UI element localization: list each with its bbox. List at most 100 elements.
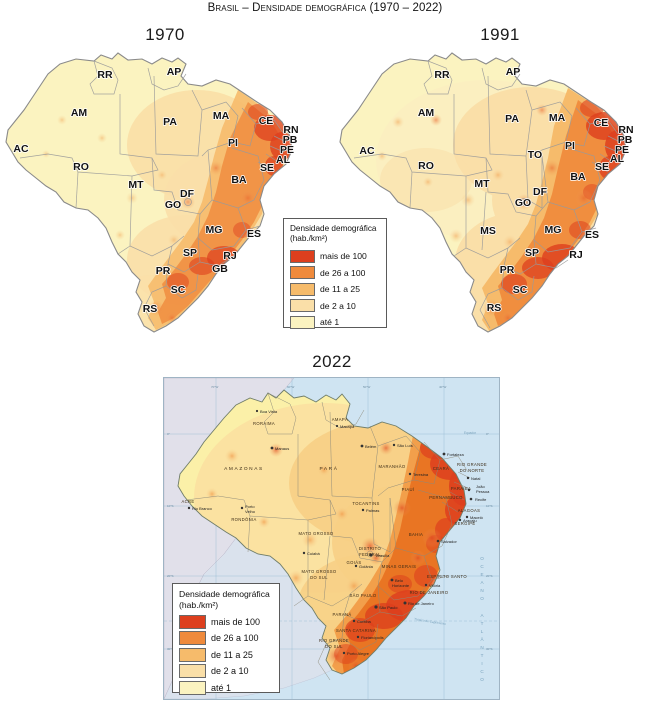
state-code-ma: MA bbox=[549, 112, 566, 124]
state-code-rr: RR bbox=[97, 69, 113, 81]
state-name-ceará: CEARÁ bbox=[433, 466, 449, 471]
legend-label-5: até 1 bbox=[211, 682, 232, 693]
ocean-label-letter: I bbox=[481, 661, 482, 666]
state-code-am: AM bbox=[418, 107, 435, 119]
state-code-rs: RS bbox=[143, 303, 158, 315]
state-name-pará: PARÁ bbox=[319, 465, 338, 472]
legend-title: Densidade demográfica (hab./km²) bbox=[179, 589, 273, 610]
state-code-rj: RJ bbox=[569, 249, 583, 261]
state-code-se: SE bbox=[595, 161, 609, 173]
state-code-to: TO bbox=[528, 149, 542, 161]
state-code-ap: AP bbox=[167, 66, 182, 78]
state-name-paraíba: PARAÍBA bbox=[451, 486, 471, 491]
map-1991-outline bbox=[339, 52, 627, 333]
state-code-ac: AC bbox=[13, 143, 29, 155]
city-name-natal: Natal bbox=[471, 476, 480, 481]
map-year-caption-1970: 1970 bbox=[145, 25, 185, 44]
legend-row: de 2 a 10 bbox=[290, 298, 380, 313]
state-code-rj: RJ bbox=[223, 250, 237, 262]
graticule-label-5: 10°S bbox=[167, 504, 174, 508]
ocean-label-letter: A bbox=[480, 613, 484, 618]
state-name-mato-grosso: MATO GROSSO bbox=[301, 569, 336, 574]
state-name-acre: ACRE bbox=[181, 499, 194, 504]
state-code-sp: SP bbox=[183, 247, 197, 259]
legend-label-4: de 2 a 10 bbox=[211, 666, 249, 677]
state-name-do-sul: DO SUL bbox=[310, 575, 328, 580]
ocean-label-letter: T bbox=[481, 621, 484, 626]
state-code-go: GO bbox=[515, 197, 531, 209]
state-code-am: AM bbox=[71, 107, 88, 119]
state-name-piauí: PIAUÍ bbox=[402, 487, 415, 492]
city-name-curitiba: Curitiba bbox=[357, 619, 372, 624]
legend-label-2: de 26 a 100 bbox=[320, 267, 366, 278]
graticule-label-0: 70°W bbox=[211, 385, 219, 389]
city-name-cuiabá: Cuiabá bbox=[307, 551, 320, 556]
state-name-minas-gerais: MINAS GERAIS bbox=[382, 564, 416, 569]
city-name-salvador: Salvador bbox=[441, 539, 457, 544]
state-name-paraná: PARANÁ bbox=[332, 612, 351, 617]
legend-swatch-1 bbox=[179, 614, 206, 629]
state-code-go: GO bbox=[165, 199, 181, 211]
state-code-rr: RR bbox=[434, 69, 450, 81]
state-code-es: ES bbox=[247, 228, 261, 240]
state-code-sp: SP bbox=[525, 247, 539, 259]
page-title: Brasil – Densidade demográfica (1970 – 2… bbox=[207, 2, 443, 14]
map-2022-state-borders bbox=[185, 392, 471, 681]
map-2022-city-names: Boa Vista Macapá Manaus Belém São Luís Fortal… bbox=[192, 409, 490, 656]
city-name-são-paulo: São Paulo bbox=[379, 605, 398, 610]
city-name-palmas: Palmas bbox=[366, 508, 379, 513]
legend-swatch-5 bbox=[179, 680, 206, 695]
city-name-porto-alegre: Porto Alegre bbox=[347, 651, 370, 656]
state-name-rio-de-janeiro: RIO DE JANEIRO bbox=[410, 590, 449, 595]
ocean-label-letter: C bbox=[480, 564, 484, 569]
ocean-label-letter: O bbox=[480, 556, 484, 561]
city-name-florianópolis: Florianópolis bbox=[361, 635, 384, 640]
city-name-aracaju: Aracaju bbox=[463, 518, 477, 523]
legend-swatch-4 bbox=[290, 299, 315, 312]
legend-label-3: de 11 a 25 bbox=[211, 649, 253, 660]
state-name-amapá: AMAPÁ bbox=[332, 417, 348, 422]
ocean-label-letter: C bbox=[480, 669, 484, 674]
map-brazil-2022: RORAIMA AMAPÁ AMAZONAS PARÁ MARANHÃO CEARÁ RIO… bbox=[163, 377, 500, 700]
state-code-rs: RS bbox=[487, 302, 502, 314]
legend-title-line1: Densidade demográfica bbox=[290, 224, 377, 233]
state-code-pb: PB bbox=[283, 134, 298, 146]
state-code-al: AL bbox=[276, 154, 291, 166]
city-name-são-luís: São Luís bbox=[397, 443, 413, 448]
legend-title-line2: (hab./km²) bbox=[179, 599, 219, 610]
city-name-rio-de-janeiro: Rio de Janeiro bbox=[408, 601, 435, 606]
legend-label-4: de 2 a 10 bbox=[320, 300, 356, 311]
state-name-maranhão: MARANHÃO bbox=[379, 464, 406, 469]
map-2022-line-labels: Equador Trópico de Capricórnio bbox=[414, 431, 477, 626]
ocean-label-letter: A bbox=[480, 580, 484, 585]
graticule-label-2: 50°W bbox=[363, 385, 371, 389]
map-brazil-1970: RR AP AM PA MA CE RN PB PE AL SE AC RO PI BA MT DF GO MG ES… bbox=[2, 50, 302, 340]
legend-swatch-5 bbox=[290, 315, 315, 329]
line-label-equador: Equador bbox=[464, 431, 477, 435]
city-name-brasília: Brasília bbox=[376, 553, 390, 558]
state-code-pi: PI bbox=[228, 137, 238, 149]
legend-swatch-3 bbox=[290, 282, 315, 296]
capital-city-dots bbox=[187, 409, 473, 655]
state-name-tocantins: TOCANTINS bbox=[352, 501, 379, 506]
legend-row: de 11 a 25 bbox=[290, 282, 380, 297]
legend-swatch-1 bbox=[290, 249, 315, 263]
state-code-ms: MS bbox=[480, 225, 496, 237]
map-2022-outline bbox=[177, 389, 467, 675]
state-code-ac: AC bbox=[359, 145, 375, 157]
city-name-goiânia: Goiânia bbox=[359, 564, 374, 569]
ocean-label-letter: N bbox=[480, 588, 483, 593]
graticule-label-10: 20°S bbox=[486, 574, 493, 578]
state-name-santa-catarina: SANTA CATARINA bbox=[336, 628, 376, 633]
state-code-gb: GB bbox=[212, 263, 228, 275]
state-name-rondônia: RONDÔNIA bbox=[231, 517, 256, 522]
graticule-label-8: 0° bbox=[486, 432, 490, 436]
ocean-label-letter: N bbox=[480, 645, 483, 650]
line-label-trópico-de-capricórnio: Trópico de Capricórnio bbox=[414, 617, 447, 626]
state-name-roraima: RORAIMA bbox=[253, 421, 275, 426]
state-code-df: DF bbox=[533, 186, 548, 198]
state-name-distrito: DISTRITO bbox=[359, 546, 382, 551]
state-name-rio-grande: RIO GRANDE bbox=[319, 638, 349, 643]
state-code-sc: SC bbox=[513, 284, 528, 296]
